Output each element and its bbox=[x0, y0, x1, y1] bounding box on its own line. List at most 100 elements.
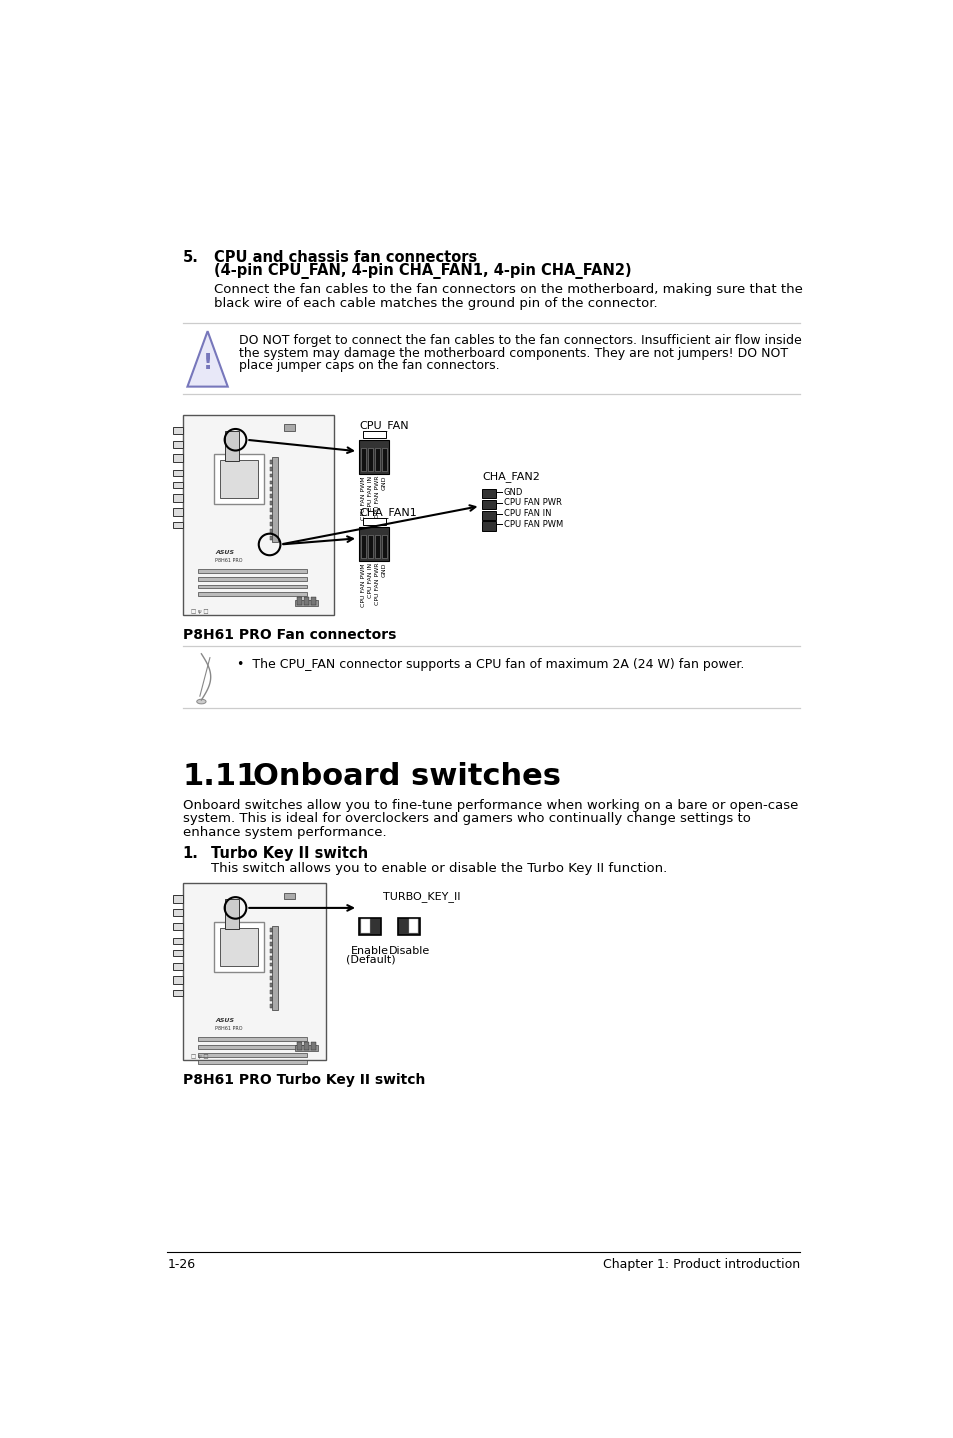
Text: Onboard switches: Onboard switches bbox=[253, 762, 560, 791]
Bar bbox=[173, 427, 183, 434]
Bar bbox=[368, 535, 373, 558]
Bar bbox=[270, 487, 272, 492]
Ellipse shape bbox=[196, 699, 206, 703]
Bar bbox=[198, 592, 307, 597]
Text: GND: GND bbox=[381, 562, 386, 578]
Text: (4-pin CPU_FAN, 4-pin CHA_FAN1, 4-pin CHA_FAN2): (4-pin CPU_FAN, 4-pin CHA_FAN1, 4-pin CH… bbox=[213, 263, 631, 279]
Bar bbox=[270, 1004, 272, 1008]
Text: black wire of each cable matches the ground pin of the connector.: black wire of each cable matches the gro… bbox=[213, 298, 657, 311]
Text: GND: GND bbox=[381, 476, 386, 490]
Bar bbox=[311, 1043, 315, 1050]
Bar bbox=[362, 430, 385, 439]
Polygon shape bbox=[187, 331, 228, 387]
Bar bbox=[173, 894, 183, 903]
Bar bbox=[270, 460, 272, 463]
Bar bbox=[173, 454, 183, 462]
Text: CPU FAN PWR: CPU FAN PWR bbox=[375, 562, 379, 605]
Bar bbox=[173, 976, 183, 984]
Bar bbox=[173, 923, 183, 930]
Text: CPU FAN PWM: CPU FAN PWM bbox=[360, 476, 366, 519]
Text: CPU FAN PWR: CPU FAN PWR bbox=[503, 499, 561, 508]
Bar bbox=[270, 473, 272, 477]
Bar bbox=[359, 440, 389, 475]
Bar bbox=[381, 449, 387, 472]
Text: □ ψ □: □ ψ □ bbox=[191, 610, 208, 614]
Bar bbox=[270, 969, 272, 974]
Bar bbox=[359, 917, 381, 935]
Text: 1-26: 1-26 bbox=[167, 1258, 195, 1271]
Text: Chapter 1: Product introduction: Chapter 1: Product introduction bbox=[602, 1258, 799, 1271]
Text: (Default): (Default) bbox=[345, 955, 395, 965]
Text: CPU and chassis fan connectors: CPU and chassis fan connectors bbox=[213, 250, 476, 265]
Bar bbox=[283, 424, 294, 430]
Bar bbox=[270, 495, 272, 499]
Bar bbox=[198, 1060, 307, 1064]
Bar bbox=[270, 928, 272, 932]
Bar bbox=[272, 926, 278, 1011]
Bar bbox=[270, 467, 272, 470]
Bar bbox=[270, 984, 272, 988]
Bar bbox=[173, 495, 183, 502]
Bar bbox=[360, 535, 366, 558]
Text: CPU FAN IN: CPU FAN IN bbox=[503, 509, 551, 518]
Bar bbox=[270, 502, 272, 505]
Bar bbox=[173, 522, 183, 528]
Bar bbox=[270, 991, 272, 994]
Text: CHA_FAN2: CHA_FAN2 bbox=[481, 472, 539, 482]
Bar bbox=[270, 976, 272, 981]
Text: Connect the fan cables to the fan connectors on the motherboard, making sure tha: Connect the fan cables to the fan connec… bbox=[213, 283, 801, 296]
Bar bbox=[297, 1043, 302, 1050]
Text: 1.: 1. bbox=[183, 847, 198, 861]
Text: 5.: 5. bbox=[183, 250, 198, 265]
Bar bbox=[283, 893, 294, 899]
Text: place jumper caps on the fan connectors.: place jumper caps on the fan connectors. bbox=[238, 360, 498, 372]
Text: •  The CPU_FAN connector supports a CPU fan of maximum 2A (24 W) fan power.: • The CPU_FAN connector supports a CPU f… bbox=[236, 659, 743, 672]
Bar bbox=[381, 535, 387, 558]
Bar bbox=[481, 510, 496, 519]
Bar bbox=[270, 522, 272, 526]
Bar bbox=[270, 949, 272, 952]
Bar bbox=[183, 883, 326, 1060]
Bar bbox=[360, 919, 370, 933]
Text: !: ! bbox=[202, 352, 213, 372]
Bar bbox=[304, 597, 309, 604]
Bar bbox=[375, 449, 380, 472]
Text: CHA_FAN1: CHA_FAN1 bbox=[359, 508, 416, 519]
Bar bbox=[220, 928, 257, 966]
Bar bbox=[304, 1043, 309, 1050]
Text: GND: GND bbox=[503, 487, 522, 496]
Bar bbox=[397, 917, 419, 935]
Bar bbox=[213, 922, 264, 972]
Bar bbox=[270, 508, 272, 512]
Bar bbox=[220, 460, 257, 498]
Text: CPU FAN IN: CPU FAN IN bbox=[368, 562, 373, 598]
Bar bbox=[173, 482, 183, 489]
Text: □ ψ □: □ ψ □ bbox=[191, 1054, 208, 1060]
Text: Onboard switches allow you to fine-tune performance when working on a bare or op: Onboard switches allow you to fine-tune … bbox=[183, 798, 798, 811]
Bar bbox=[173, 962, 183, 971]
Bar bbox=[173, 470, 183, 476]
Text: 1.11: 1.11 bbox=[183, 762, 258, 791]
Bar bbox=[198, 1053, 307, 1057]
Bar bbox=[360, 449, 366, 472]
Bar bbox=[198, 577, 307, 581]
Bar bbox=[481, 522, 496, 531]
Bar bbox=[270, 536, 272, 539]
Bar bbox=[173, 951, 183, 956]
Text: system. This is ideal for overclockers and gamers who continually change setting: system. This is ideal for overclockers a… bbox=[183, 812, 750, 825]
Text: CPU FAN PWM: CPU FAN PWM bbox=[503, 521, 562, 529]
Bar bbox=[173, 440, 183, 449]
Bar bbox=[270, 935, 272, 939]
Bar bbox=[270, 997, 272, 1001]
Bar bbox=[359, 526, 389, 561]
Bar bbox=[362, 518, 385, 525]
Text: P8H61 PRO Fan connectors: P8H61 PRO Fan connectors bbox=[183, 627, 395, 641]
Text: ASUS: ASUS bbox=[215, 549, 234, 555]
Bar bbox=[297, 597, 302, 604]
Bar bbox=[198, 584, 307, 588]
Text: TURBO_KEY_II: TURBO_KEY_II bbox=[382, 892, 459, 902]
Text: This switch allows you to enable or disable the Turbo Key II function.: This switch allows you to enable or disa… bbox=[211, 861, 666, 874]
Bar bbox=[294, 1045, 318, 1051]
Bar bbox=[173, 991, 183, 997]
Bar bbox=[213, 453, 264, 503]
